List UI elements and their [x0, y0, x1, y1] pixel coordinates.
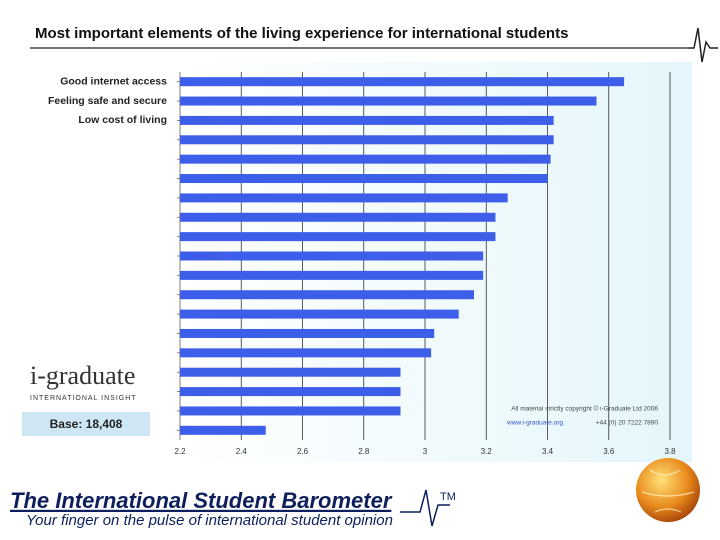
x-tick-label: 3.4 — [542, 447, 554, 456]
x-tick-label: 3.8 — [664, 447, 676, 456]
y-tick-label: Feeling safe and secure — [48, 95, 167, 107]
bar — [180, 115, 554, 125]
plot: 2.2 2.4 2.6 2.8 3 3.2 3.4 3.6 3.8 Good internet a… — [48, 72, 676, 456]
x-tick-label: 2.6 — [297, 447, 309, 456]
y-tick-label: Good internet access — [60, 75, 167, 87]
x-tick-label: 3 — [423, 447, 428, 456]
y-tick-label: Low cost of living — [78, 114, 167, 126]
base-label: Base: 18,408 — [50, 417, 123, 431]
bar — [180, 154, 551, 164]
bar — [180, 290, 474, 300]
bar — [180, 367, 401, 377]
footer-subtitle: Your finger on the pulse of internationa… — [26, 512, 393, 529]
bar — [180, 212, 496, 222]
globe-lines — [641, 469, 695, 513]
pulse-icon — [688, 27, 718, 63]
logo-tagline: INTERNATIONAL INSIGHT — [30, 395, 137, 402]
slide-title: Most important elements of the living ex… — [35, 25, 568, 42]
x-tick-label: 3.6 — [603, 447, 615, 456]
bar — [180, 96, 597, 106]
copyright: All material strictly copyright © i-Grad… — [511, 405, 658, 413]
bar — [180, 328, 435, 338]
x-tick-label: 3.2 — [481, 447, 493, 456]
x-tick-label: 2.8 — [358, 447, 370, 456]
logo-name: i-graduate — [30, 361, 135, 390]
footer-pulse — [400, 489, 450, 527]
bar — [180, 232, 496, 242]
bar — [180, 270, 484, 280]
bar — [180, 251, 484, 261]
globe-icon — [636, 458, 700, 522]
x-tick-label: 2.2 — [174, 447, 186, 456]
base-box — [22, 412, 150, 436]
website: www.i-graduate.org — [506, 420, 563, 427]
bar — [180, 425, 266, 435]
bar — [180, 387, 401, 397]
bar — [180, 406, 401, 416]
bar — [180, 77, 625, 87]
bar — [180, 174, 548, 184]
footer-title: The International Student Barometer — [10, 488, 393, 513]
phone: +44 (0) 20 7222 7890 — [596, 420, 659, 427]
bar — [180, 309, 459, 319]
x-tick-label: 2.4 — [236, 447, 248, 456]
bar — [180, 135, 554, 145]
bar — [180, 348, 432, 358]
bar — [180, 193, 508, 203]
footer-trademark: TM — [440, 491, 456, 503]
